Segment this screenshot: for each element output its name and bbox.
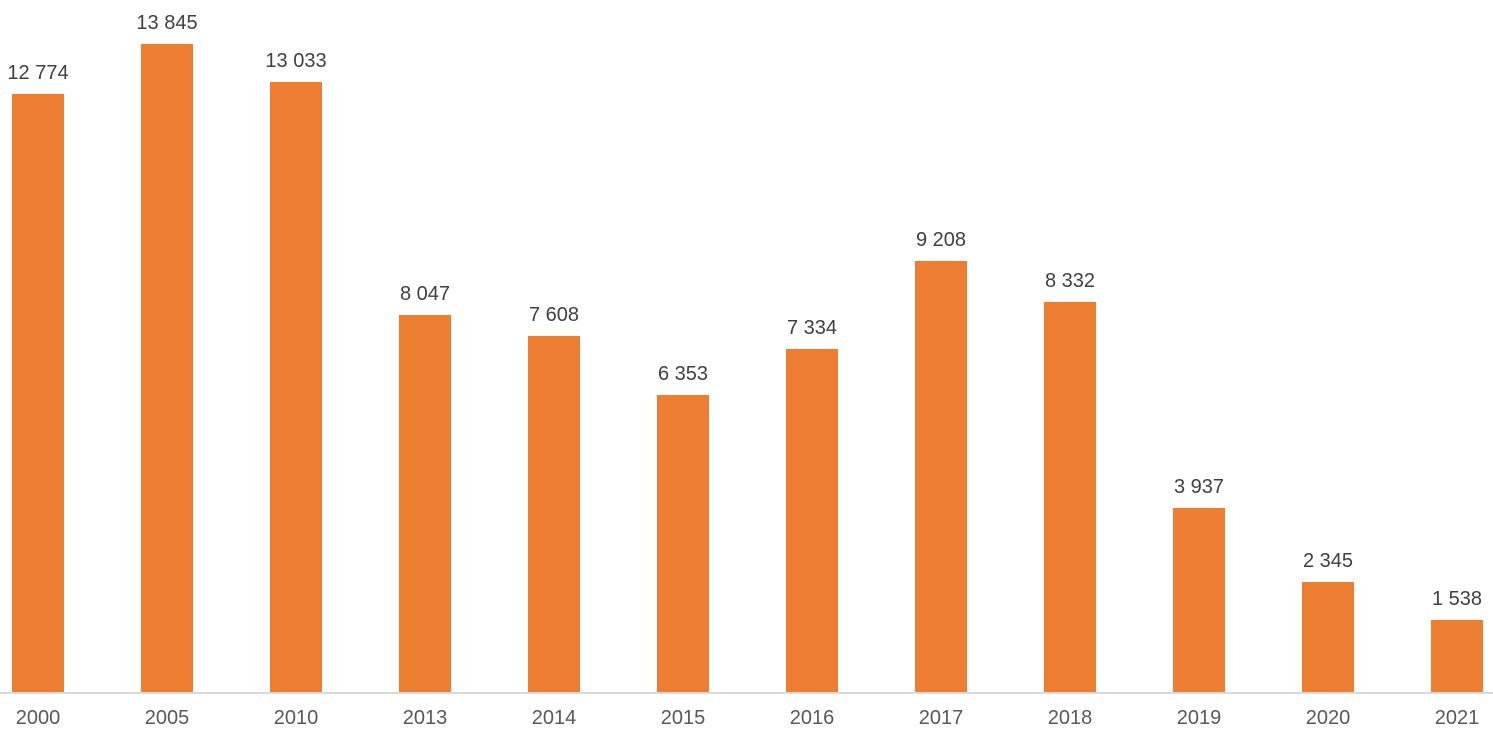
category-label-2020: 2020 [1305, 707, 1351, 729]
category-label-2015: 2015 [660, 707, 706, 729]
category-label-2018: 2018 [1047, 707, 1093, 729]
x-axis-line [0, 692, 1493, 694]
data-label-2019: 3 937 [1173, 476, 1225, 498]
category-label-2010: 2010 [273, 707, 319, 729]
bar-2010 [270, 82, 322, 692]
bar-2016 [786, 349, 838, 692]
data-label-2000: 12 774 [7, 62, 69, 84]
category-label-2014: 2014 [531, 707, 577, 729]
bar-2000 [12, 94, 64, 692]
category-label-2013: 2013 [402, 707, 448, 729]
bar-2019 [1173, 508, 1225, 692]
bar-2017 [915, 261, 967, 692]
data-label-2020: 2 345 [1302, 550, 1354, 572]
data-label-2018: 8 332 [1044, 270, 1096, 292]
data-label-2021: 1 538 [1431, 588, 1483, 610]
category-label-2016: 2016 [789, 707, 835, 729]
bar-2013 [399, 315, 451, 692]
bar-2018 [1044, 302, 1096, 692]
bar-2021 [1431, 620, 1483, 692]
category-label-2021: 2021 [1434, 707, 1480, 729]
data-label-2013: 8 047 [399, 283, 451, 305]
bar-2020 [1302, 582, 1354, 692]
data-label-2014: 7 608 [528, 304, 580, 326]
category-label-2017: 2017 [918, 707, 964, 729]
bar-2014 [528, 336, 580, 692]
data-label-2010: 13 033 [265, 50, 327, 72]
category-label-2005: 2005 [144, 707, 190, 729]
data-label-2015: 6 353 [657, 363, 709, 385]
data-label-2017: 9 208 [915, 229, 967, 251]
bar-2015 [657, 395, 709, 692]
data-label-2016: 7 334 [786, 317, 838, 339]
category-label-2000: 2000 [15, 707, 61, 729]
data-label-2005: 13 845 [136, 12, 198, 34]
bar-2005 [141, 44, 193, 692]
category-label-2019: 2019 [1176, 707, 1222, 729]
